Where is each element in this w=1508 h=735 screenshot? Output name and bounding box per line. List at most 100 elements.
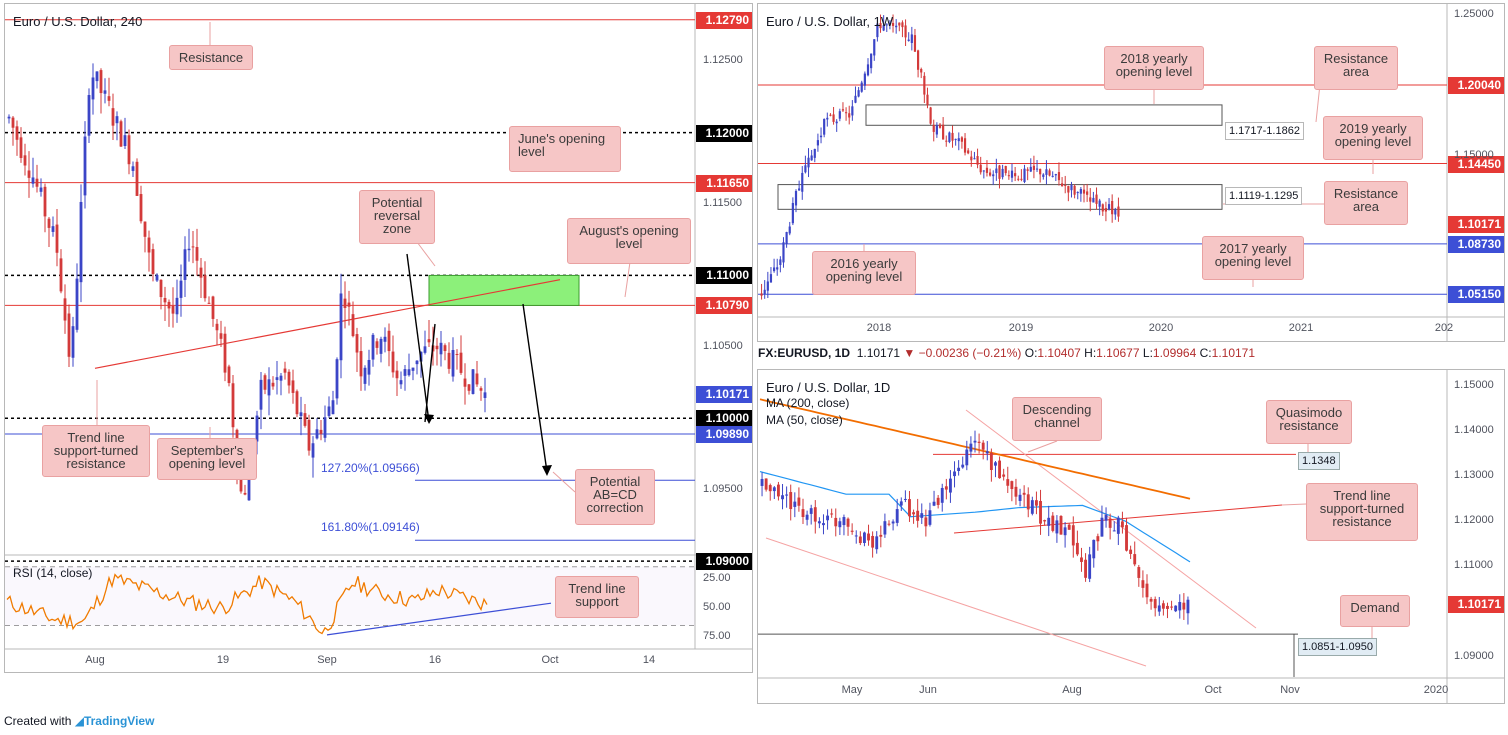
arrow-head-icon (542, 465, 552, 476)
header-low: 1.09964 (1152, 346, 1197, 360)
1d-candle (1108, 518, 1112, 528)
1w-candle (857, 90, 860, 97)
1d-candle (1186, 599, 1190, 614)
4h-price-tag: 1.10790 (696, 297, 752, 315)
down-triangle-icon: ▼ (903, 346, 916, 360)
4h-y-tick: 1.12500 (703, 54, 743, 67)
4h-candle (447, 352, 451, 369)
1w-candle (779, 259, 782, 265)
1w-candle (782, 242, 785, 263)
4h-candle (295, 391, 299, 415)
chart-1d[interactable]: Euro / U.S. Dollar, 1D MA (200, close) M… (757, 369, 1505, 704)
1d-candle (1170, 606, 1174, 608)
1d-candle (1174, 605, 1178, 612)
1d-candle (768, 485, 772, 492)
1d-candle (867, 533, 870, 541)
1d-candle (842, 517, 846, 526)
4h-candle (47, 218, 51, 228)
chart-1d-title: Euro / U.S. Dollar, 1D (766, 380, 891, 395)
footer-brand[interactable]: TradingView (83, 714, 155, 728)
chart-4h[interactable]: Euro / U.S. Dollar, 240 1.12790 1.12000 1.… (4, 3, 753, 673)
4h-candle (371, 334, 375, 360)
chart-1d-canvas[interactable] (758, 370, 1505, 704)
1d-candle (953, 471, 956, 477)
4h-candle (127, 135, 131, 165)
1d-candle (1112, 530, 1116, 532)
callout-abcd-correction: Potential AB=CD correction (575, 469, 655, 525)
header-low-label: L: (1142, 346, 1153, 360)
1w-candle (885, 24, 888, 26)
4h-candle (123, 135, 127, 146)
1d-candle (1100, 517, 1104, 537)
1w-candle (907, 39, 910, 41)
callout-pointer (416, 241, 436, 267)
1w-candle (823, 118, 826, 135)
1w-candle (816, 140, 820, 146)
projection-line-1 (406, 253, 430, 423)
1w-candle (813, 148, 816, 158)
1w-candle (1104, 208, 1108, 212)
4h-candle (459, 352, 463, 373)
1w-candle (916, 50, 920, 70)
4h-candle (223, 333, 227, 373)
header-high: 1.10677 (1096, 346, 1140, 360)
header-change: −0.00236 (−0.21%) (918, 346, 1022, 360)
4h-candle (115, 116, 119, 124)
callout-trend-line-resistance: Trend line support-turned resistance (42, 425, 150, 477)
4h-candle (423, 346, 427, 353)
1w-price-tag: 1.10171 (1448, 215, 1504, 233)
chart-1w-canvas[interactable] (758, 4, 1505, 342)
4h-candle (407, 369, 411, 376)
trend-line-resistance (94, 279, 561, 369)
4h-candle (75, 278, 79, 330)
4h-candle (15, 126, 19, 140)
4h-candle (379, 338, 383, 354)
1w-candle (788, 226, 791, 234)
1d-candle (985, 451, 989, 454)
chart-1w[interactable]: Euro / U.S. Dollar, 1W 1.20040 1.14450 1.1… (757, 3, 1505, 342)
1d-candle (1043, 520, 1047, 522)
4h-candle (267, 379, 271, 396)
rsi-y-tick: 25.00 (703, 571, 731, 584)
1d-y-tick: 1.15000 (1454, 378, 1494, 391)
1w-candle (910, 34, 913, 43)
footer: Created with ◢TradingView (4, 714, 154, 728)
1w-price-tag: 1.08730 (1448, 235, 1504, 253)
callout-demand: Demand (1340, 595, 1410, 627)
4h-candle (211, 296, 215, 319)
1w-price-tag: 1.20040 (1448, 76, 1504, 94)
1d-candle (805, 514, 809, 520)
legend-ma200: MA (200, close) (766, 396, 850, 410)
1w-candle (776, 267, 779, 270)
4h-candle (151, 249, 155, 275)
callout-august-opening: August's opening level (567, 218, 691, 264)
1d-candle (834, 517, 838, 527)
1d-y-tick: 1.14000 (1454, 423, 1494, 436)
descending-channel-lower (765, 537, 1147, 667)
4h-x-tick: 16 (428, 654, 442, 666)
rsi-y-tick: 75.00 (703, 630, 731, 643)
4h-candle (63, 298, 67, 321)
1d-candle (883, 521, 887, 535)
arrow-head-icon (424, 414, 434, 424)
1w-candle (951, 132, 954, 141)
1d-candle (1010, 481, 1014, 490)
1d-candle (895, 509, 899, 523)
4h-candle (243, 492, 247, 495)
4h-candle (79, 201, 83, 283)
1w-candle (954, 138, 957, 140)
1d-candle (981, 442, 985, 450)
1d-candle (948, 478, 952, 493)
callout-pointer (552, 471, 576, 493)
1d-candle (781, 495, 784, 500)
4h-candle (471, 369, 475, 394)
callout-september-opening: September's opening level (157, 438, 257, 480)
callout-descending-channel: Descending channel (1012, 397, 1102, 441)
chart-4h-canvas[interactable] (5, 4, 753, 673)
callout-2019-yearly: 2019 yearly opening level (1323, 116, 1423, 160)
1w-x-tick: 2021 (1288, 322, 1314, 334)
1w-candle (1070, 185, 1073, 191)
4h-candle (435, 345, 439, 350)
callout-pointer (1281, 503, 1307, 506)
4h-candle (91, 77, 95, 100)
